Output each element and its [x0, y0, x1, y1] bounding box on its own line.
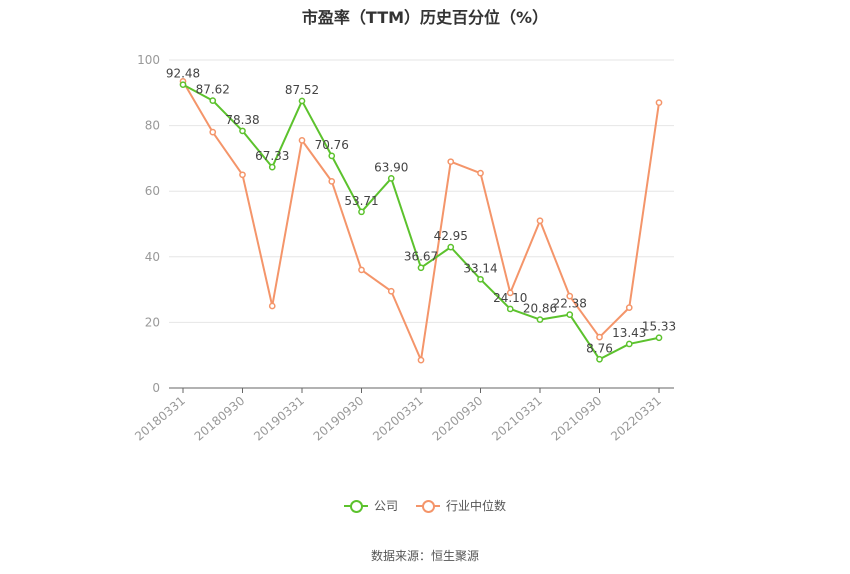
company-data-label: 70.76	[315, 138, 349, 152]
x-tick-label: 20210331	[489, 394, 545, 444]
company-point	[506, 305, 514, 313]
industry-median-point	[268, 302, 276, 310]
industry-median-point	[655, 99, 663, 106]
x-tick-label: 20220331	[608, 394, 664, 444]
legend: 公司 行业中位数	[0, 497, 850, 514]
company-point	[477, 275, 484, 283]
y-tick-label: 20	[145, 315, 160, 329]
industry-median-point	[506, 289, 514, 297]
company-point	[358, 208, 365, 216]
legend-item-industry-median[interactable]: 行业中位数	[416, 497, 506, 514]
y-axis: 0 20 40 60 80 100	[137, 53, 160, 395]
industry-median-point	[328, 178, 336, 185]
company-data-label: 22.38	[553, 297, 587, 311]
x-tick-label: 20200930	[430, 394, 486, 444]
industry-median-point	[447, 158, 455, 166]
industry-median-point	[298, 137, 306, 144]
x-tick-label: 20190930	[311, 394, 367, 444]
industry-median-point	[417, 356, 425, 364]
legend-marker-company	[343, 499, 368, 513]
industry-median-point	[239, 171, 246, 179]
x-tick-label: 20190331	[251, 394, 307, 444]
industry-median-point	[477, 169, 484, 177]
company-data-label: 36.67	[404, 250, 438, 264]
industry-median-point	[625, 304, 633, 311]
company-data-label: 87.52	[285, 83, 319, 97]
company-data-label: 13.43	[612, 326, 646, 340]
grid-lines	[169, 59, 674, 323]
company-data-label: 87.62	[196, 83, 230, 97]
legend-label-company: 公司	[373, 499, 398, 513]
company-data-label: 78.38	[225, 113, 259, 127]
company-point	[417, 264, 425, 272]
x-axis: 20180331 20180930 20190331 20190930 20200331…	[132, 387, 674, 444]
company-point	[536, 316, 544, 323]
x-tick-label: 20180930	[192, 394, 248, 444]
company-point	[387, 175, 395, 182]
company-data-label: 15.33	[642, 320, 676, 334]
industry-median-point	[387, 287, 395, 295]
industry-median-point	[566, 292, 574, 300]
x-tick-label: 20200331	[370, 394, 426, 444]
data-source: 数据来源：恒生聚源	[370, 549, 479, 563]
company-point	[655, 334, 663, 342]
company-point	[328, 152, 336, 160]
company-point	[596, 355, 603, 363]
series-layer	[179, 77, 663, 364]
company-data-label: 53.71	[344, 194, 378, 208]
company-point	[209, 97, 217, 104]
company-point	[239, 127, 246, 135]
company-point	[566, 311, 574, 318]
data-labels: 92.48 87.62 78.38 67.33 87.52 70.76 53.71 63.90…	[166, 67, 676, 356]
x-tick-label: 20180331	[132, 394, 188, 444]
company-data-label: 67.33	[255, 149, 289, 163]
company-data-label: 63.90	[374, 160, 408, 174]
y-tick-label: 60	[145, 184, 160, 198]
company-data-label: 24.10	[493, 291, 527, 305]
legend-label-industry-median: 行业中位数	[446, 499, 507, 513]
company-data-label: 8.76	[586, 341, 613, 355]
company-data-label: 33.14	[463, 261, 497, 275]
y-tick-label: 0	[152, 381, 160, 395]
company-point	[447, 243, 455, 251]
y-tick-label: 40	[145, 250, 160, 264]
y-tick-label: 80	[145, 119, 160, 133]
company-point	[268, 163, 276, 171]
industry-median-point	[209, 128, 217, 136]
industry-median-point	[536, 217, 544, 225]
company-point	[179, 81, 187, 89]
industry-median-point	[596, 333, 603, 341]
company-data-label: 92.48	[166, 67, 200, 81]
company-data-label: 20.86	[523, 302, 557, 316]
x-tick-label: 20210930	[549, 394, 605, 444]
company-point	[625, 340, 633, 348]
company-point	[298, 97, 306, 105]
legend-item-company[interactable]: 公司	[343, 497, 398, 514]
chart-title: 市盈率（TTM）历史百分位（%）	[301, 8, 549, 27]
legend-marker-industry-median	[416, 499, 440, 513]
y-tick-label: 100	[137, 53, 160, 67]
industry-median-point	[358, 266, 365, 274]
company-data-label: 42.95	[434, 229, 468, 243]
